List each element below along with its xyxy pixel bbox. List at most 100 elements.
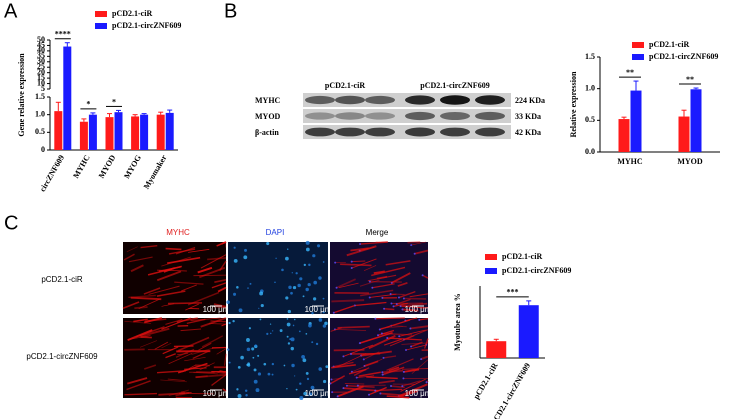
nucleus bbox=[392, 305, 395, 308]
fiber bbox=[201, 335, 224, 348]
micro-image: 100 μm bbox=[122, 241, 230, 314]
y-tick-label: 0.5 bbox=[585, 115, 595, 124]
fiber bbox=[386, 395, 410, 399]
nucleus bbox=[287, 309, 292, 314]
nucleus bbox=[381, 296, 384, 299]
micro-image: 100 μm bbox=[226, 318, 332, 400]
nucleus bbox=[281, 268, 284, 272]
fiber bbox=[401, 342, 427, 345]
y-tick-label: 25 bbox=[37, 62, 45, 71]
nucleus bbox=[233, 258, 238, 263]
fiber bbox=[389, 335, 415, 347]
nucleus bbox=[312, 254, 316, 258]
fiber bbox=[375, 317, 405, 320]
fiber bbox=[387, 337, 422, 341]
significance-label: ** bbox=[686, 75, 694, 84]
fiber bbox=[351, 260, 366, 263]
nucleus bbox=[259, 291, 264, 296]
y-axis-label: Gene relative expression bbox=[17, 53, 26, 137]
fiber bbox=[400, 302, 428, 307]
fiber bbox=[331, 299, 365, 303]
fiber bbox=[165, 353, 176, 359]
y-tick-label: 0.5 bbox=[35, 127, 45, 136]
nucleus bbox=[315, 342, 319, 346]
fiber bbox=[411, 241, 426, 246]
nucleus bbox=[305, 372, 309, 375]
blot-size: 33 KDa bbox=[515, 112, 541, 121]
bar bbox=[486, 341, 507, 358]
fiber bbox=[400, 378, 426, 392]
nucleus bbox=[374, 389, 377, 392]
nucleus bbox=[418, 318, 421, 321]
nucleus bbox=[308, 392, 313, 397]
fiber bbox=[168, 248, 196, 255]
nucleus bbox=[253, 368, 257, 372]
fiber bbox=[403, 368, 420, 373]
nucleus bbox=[305, 332, 308, 335]
nucleus bbox=[243, 255, 248, 260]
nucleus bbox=[305, 247, 310, 252]
fiber bbox=[396, 298, 411, 305]
nucleus bbox=[401, 308, 404, 311]
blot-band bbox=[305, 95, 335, 105]
fiber bbox=[217, 286, 227, 293]
legend-label: pCD2.1-circZNF609 bbox=[502, 266, 571, 275]
fiber bbox=[381, 332, 413, 336]
nucleus bbox=[379, 392, 382, 395]
nucleus bbox=[316, 244, 321, 248]
nucleus bbox=[291, 272, 293, 274]
fiber bbox=[383, 355, 397, 359]
nucleus bbox=[267, 372, 271, 376]
nucleus bbox=[297, 283, 301, 288]
fiber bbox=[154, 341, 169, 350]
nucleus bbox=[289, 338, 292, 341]
blot-band bbox=[335, 112, 365, 120]
fiber bbox=[222, 388, 227, 392]
nucleus bbox=[257, 354, 260, 357]
nucleus bbox=[266, 241, 270, 246]
nucleus bbox=[331, 391, 334, 394]
nucleus bbox=[382, 356, 385, 359]
fiber bbox=[122, 301, 140, 310]
legend-label: pCD2.1-circZNF609 bbox=[649, 52, 718, 61]
fiber bbox=[403, 329, 429, 340]
nucleus bbox=[313, 280, 318, 285]
fiber bbox=[197, 266, 213, 274]
nucleus bbox=[350, 267, 353, 270]
nucleus bbox=[349, 353, 352, 356]
fiber bbox=[366, 376, 398, 380]
column-title: DAPI bbox=[266, 228, 285, 237]
fiber bbox=[401, 368, 429, 370]
nucleus bbox=[279, 329, 283, 333]
blot-band bbox=[475, 127, 505, 137]
fiber bbox=[180, 328, 202, 332]
fiber bbox=[383, 308, 395, 311]
fiber bbox=[211, 282, 227, 289]
x-tick-label: MYHC bbox=[617, 157, 643, 166]
y-tick-label: 1.0 bbox=[585, 83, 595, 92]
bar bbox=[131, 116, 140, 150]
fiber bbox=[223, 353, 227, 366]
fiber bbox=[397, 282, 408, 287]
blot-band bbox=[475, 111, 505, 121]
y-tick-label: 1.0 bbox=[35, 109, 45, 118]
fiber bbox=[377, 329, 395, 336]
y-axis-label: Myotube area % bbox=[453, 293, 462, 351]
legend-swatch bbox=[95, 23, 107, 29]
nucleus bbox=[302, 295, 305, 298]
row-title: pCD2.1-ciR bbox=[41, 275, 83, 284]
nucleus bbox=[228, 361, 231, 364]
y-tick-label: 35 bbox=[37, 51, 45, 60]
bar bbox=[678, 116, 690, 152]
blot-row-label: MYHC bbox=[255, 96, 281, 105]
nucleus bbox=[323, 379, 327, 384]
y-tick-label: 15 bbox=[37, 73, 45, 82]
nucleus bbox=[240, 355, 244, 360]
nucleus bbox=[272, 330, 274, 332]
fiber bbox=[221, 323, 227, 327]
blot-group: pCD2.1-circZNF609 bbox=[420, 81, 489, 90]
nucleus bbox=[290, 291, 293, 295]
fiber bbox=[348, 368, 367, 375]
blot-row-label: MYOD bbox=[255, 112, 281, 121]
nucleus bbox=[260, 303, 264, 308]
